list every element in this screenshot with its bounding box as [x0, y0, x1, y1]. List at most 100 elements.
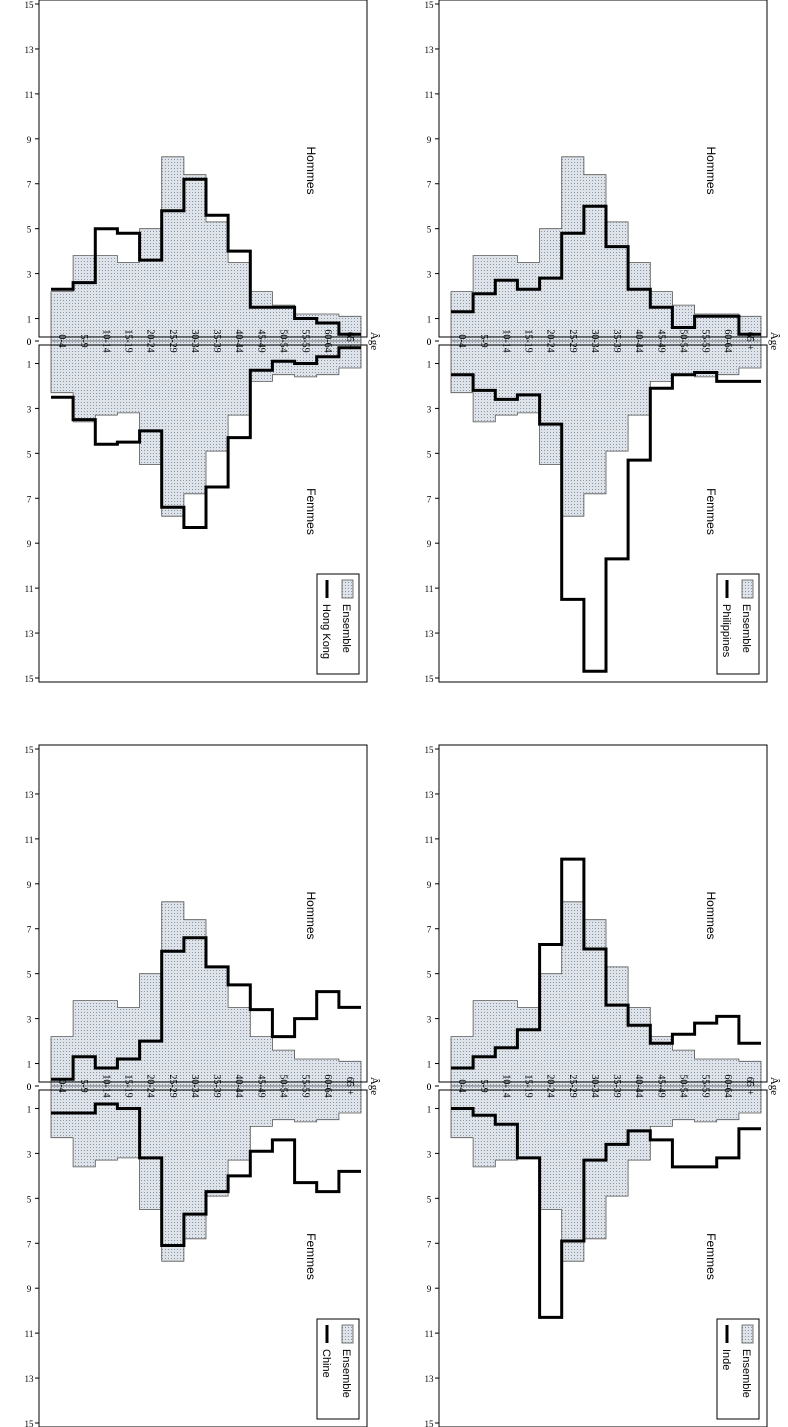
age-group-label: 25-29: [167, 329, 178, 352]
age-group-label: 35-39: [611, 1074, 622, 1097]
age-group-label: 40-44: [233, 1074, 244, 1097]
ensemble-men-area: [450, 156, 762, 342]
men-plot-frame: [438, 744, 768, 1083]
men-x-tick-label: 1: [27, 315, 32, 325]
men-x-tick-label: 15: [25, 0, 35, 10]
women-x-tick-label: 9: [27, 539, 32, 549]
men-x-tick-label: 11: [425, 835, 434, 845]
age-axis-label: Âge: [768, 332, 780, 350]
legend-label-ensemble: Ensemble: [340, 604, 352, 653]
men-x-tick-label: 13: [25, 790, 35, 800]
age-group-label: 10-14: [100, 329, 111, 352]
men-x-tick-label: 7: [427, 180, 432, 190]
age-group-label: 45-49: [655, 1074, 666, 1097]
legend-box: [716, 573, 760, 675]
country-men-line: [451, 204, 761, 336]
men-x-tick-label: 1: [27, 1060, 32, 1070]
women-x-tick-label: 5: [427, 449, 432, 459]
age-axis-label: Âge: [368, 1077, 380, 1095]
men-x-tick-label: 5: [427, 225, 432, 235]
age-group-label: 25-29: [167, 1074, 178, 1097]
country-men-line: [51, 936, 361, 1081]
women-x-tick-label: 7: [27, 494, 32, 504]
women-x-tick-label: 0: [27, 1082, 32, 1092]
women-x-tick-label: 7: [427, 494, 432, 504]
ensemble-men-area: [50, 901, 362, 1087]
age-group-label: 35-39: [611, 329, 622, 352]
legend-swatch-ensemble: [341, 579, 354, 599]
men-x-tick-label: 5: [27, 225, 32, 235]
age-group-label: 20-24: [545, 1074, 556, 1097]
country-women-line: [451, 1107, 761, 1319]
legend-label-country: Inde: [720, 1349, 732, 1370]
men-x-tick-label: 15: [425, 745, 435, 755]
men-x-tick-label: 9: [27, 880, 32, 890]
women-x-tick-label: 5: [27, 1194, 32, 1204]
age-group-label: 0-4: [456, 334, 467, 347]
women-x-tick-label: 11: [25, 584, 34, 594]
ensemble-men-area: [50, 156, 362, 342]
age-group-label: 65 +: [344, 332, 355, 351]
men-x-tick-label: 5: [27, 970, 32, 980]
country-women-line: [51, 1102, 361, 1247]
men-x-tick-label: 3: [27, 270, 32, 280]
age-group-label: 15-19: [523, 329, 534, 352]
women-x-tick-label: 0: [427, 337, 432, 347]
ensemble-women-area: [50, 1085, 362, 1262]
age-group-label: 40-44: [233, 329, 244, 352]
women-x-tick-label: 0: [427, 1082, 432, 1092]
women-plot-frame: [38, 344, 368, 683]
women-plot-frame: [438, 344, 768, 683]
age-group-label: 0-4: [56, 334, 67, 347]
male-label: Hommes: [704, 891, 718, 939]
men-x-tick-label: 9: [27, 135, 32, 145]
men-plot-frame: [438, 0, 768, 338]
legend-swatch-ensemble: [341, 1324, 354, 1344]
men-x-tick-label: 13: [25, 45, 35, 55]
women-x-tick-label: 11: [25, 1329, 34, 1339]
age-group-label: 55-59: [700, 329, 711, 352]
age-axis-label: Âge: [768, 1077, 780, 1095]
age-group-label: 10-14: [500, 329, 511, 352]
age-group-label: 0-4: [56, 1079, 67, 1092]
women-x-tick-label: 1: [27, 359, 32, 369]
men-x-tick-label: 11: [25, 835, 34, 845]
age-group-label: 5-9: [78, 334, 89, 347]
age-group-label: 60-64: [722, 329, 733, 352]
men-x-tick-label: 9: [427, 135, 432, 145]
age-group-label: 30-34: [189, 1074, 200, 1097]
women-x-tick-label: 11: [425, 584, 434, 594]
age-group-label: 5-9: [478, 334, 489, 347]
legend-label-country: Hong Kong: [320, 604, 332, 659]
age-group-label: 65 +: [744, 332, 755, 351]
age-group-label: 55-59: [300, 1074, 311, 1097]
age-group-label: 45-49: [655, 329, 666, 352]
female-label: Femmes: [304, 1233, 318, 1280]
men-x-tick-label: 7: [27, 180, 32, 190]
age-group-label: 50-54: [278, 1074, 289, 1097]
women-x-tick-label: 15: [25, 674, 35, 684]
female-label: Femmes: [704, 1233, 718, 1280]
age-group-label: 20-24: [145, 329, 156, 352]
men-x-tick-label: 3: [427, 270, 432, 280]
men-x-tick-label: 0: [27, 1082, 32, 1092]
age-group-label: 55-59: [300, 329, 311, 352]
women-x-tick-label: 3: [27, 404, 32, 414]
age-group-label: 20-24: [545, 329, 556, 352]
age-group-label: 40-44: [633, 1074, 644, 1097]
legend-box: [716, 1318, 760, 1420]
women-plot-frame: [38, 1089, 368, 1427]
women-x-tick-label: 9: [27, 1284, 32, 1294]
legend-box: [316, 573, 360, 675]
women-x-tick-label: 15: [425, 674, 435, 684]
age-axis-label: Âge: [368, 332, 380, 350]
age-group-label: 5-9: [478, 1079, 489, 1092]
men-x-tick-label: 3: [427, 1015, 432, 1025]
country-women-line: [51, 346, 361, 529]
age-group-label: 30-34: [589, 1074, 600, 1097]
women-plot-frame: [438, 1089, 768, 1427]
women-x-tick-label: 3: [427, 1149, 432, 1159]
